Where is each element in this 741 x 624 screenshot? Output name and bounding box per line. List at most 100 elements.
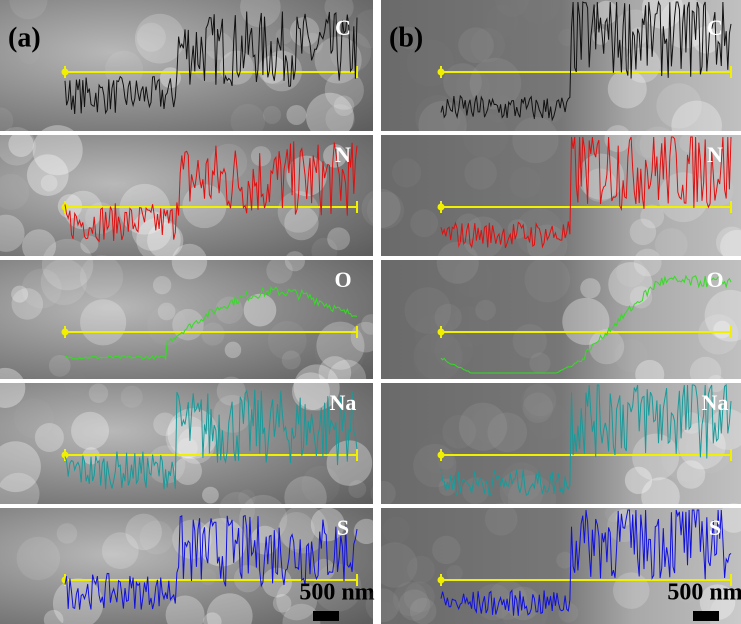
grain (34, 422, 64, 453)
grain (698, 314, 739, 355)
grain (0, 472, 40, 516)
grain (48, 354, 71, 377)
grain (639, 126, 677, 164)
grain (0, 367, 26, 408)
grain (0, 441, 41, 493)
scale-bar (313, 611, 339, 621)
sem-cell: C (0, 0, 391, 141)
grain (41, 238, 94, 291)
sem-image (0, 0, 373, 131)
grain (0, 107, 14, 134)
scan-dot (437, 451, 445, 459)
grain (306, 92, 354, 141)
grain (398, 589, 431, 621)
sem-cell: Na (370, 374, 741, 524)
sem-cell: O (381, 241, 741, 389)
grain (434, 303, 462, 332)
scale-bar (693, 611, 719, 621)
grain (203, 612, 222, 624)
grain (634, 130, 663, 159)
grain (224, 341, 242, 359)
grain (522, 392, 553, 423)
grain (529, 352, 551, 374)
grain (361, 314, 382, 335)
element-label: C (335, 15, 351, 40)
grain (350, 321, 382, 353)
line-profile (64, 514, 358, 610)
grain (202, 486, 219, 504)
grain (629, 218, 657, 246)
grain (281, 350, 301, 370)
grain (366, 191, 405, 229)
grain (577, 153, 625, 200)
scale-bar-label: 500 nm (667, 580, 741, 606)
grain (238, 489, 256, 507)
scan-dot (61, 328, 69, 336)
grain (436, 241, 479, 284)
grain (289, 16, 320, 47)
grain (233, 564, 262, 593)
grain (167, 408, 219, 459)
grain (506, 586, 541, 621)
grain (71, 411, 110, 450)
grain (689, 356, 722, 389)
line-profile (64, 11, 358, 115)
grain (16, 536, 61, 581)
grain (279, 504, 328, 554)
element-label: S (337, 515, 349, 540)
grain (526, 224, 568, 266)
grain (201, 322, 225, 346)
grain (171, 243, 208, 280)
line-profile (64, 141, 358, 243)
grain (463, 113, 508, 158)
grain (147, 222, 184, 259)
grain (277, 191, 320, 233)
grain (403, 581, 435, 613)
panel-label: (a) (8, 22, 41, 53)
grain (26, 154, 69, 196)
scan-dot (61, 68, 69, 76)
grain (325, 104, 355, 134)
line-profile (440, 0, 732, 122)
sem-cell: N (0, 125, 373, 264)
grain (301, 32, 324, 55)
grain (524, 256, 571, 303)
grain (656, 83, 702, 129)
grain (679, 132, 700, 153)
grain (333, 95, 355, 116)
grain (0, 214, 25, 252)
grain (607, 69, 647, 109)
grain (311, 237, 338, 264)
element-label: N (707, 142, 723, 167)
grain (499, 469, 544, 514)
grain (641, 477, 680, 516)
grain (415, 314, 454, 353)
grain (719, 503, 741, 533)
scan-dot (61, 451, 69, 459)
grain (101, 532, 139, 570)
grain (348, 480, 367, 499)
grain (324, 70, 364, 110)
grain (326, 440, 373, 486)
sem-image (0, 260, 373, 379)
element-label: C (707, 15, 723, 40)
grain (404, 287, 452, 334)
grain (383, 517, 410, 544)
sem-image (381, 383, 741, 504)
sem-image (0, 383, 373, 504)
grain (558, 602, 579, 623)
scan-dot (437, 68, 445, 76)
line-profile (440, 274, 732, 374)
grain (624, 47, 661, 83)
grain (284, 205, 319, 241)
grain (353, 518, 380, 545)
grain (316, 321, 365, 370)
grain (392, 591, 418, 617)
grain (632, 433, 680, 481)
grain (230, 103, 266, 139)
grain (160, 67, 181, 89)
grain (472, 406, 509, 443)
grain (509, 167, 540, 198)
grain (327, 227, 351, 251)
grain (134, 13, 185, 64)
